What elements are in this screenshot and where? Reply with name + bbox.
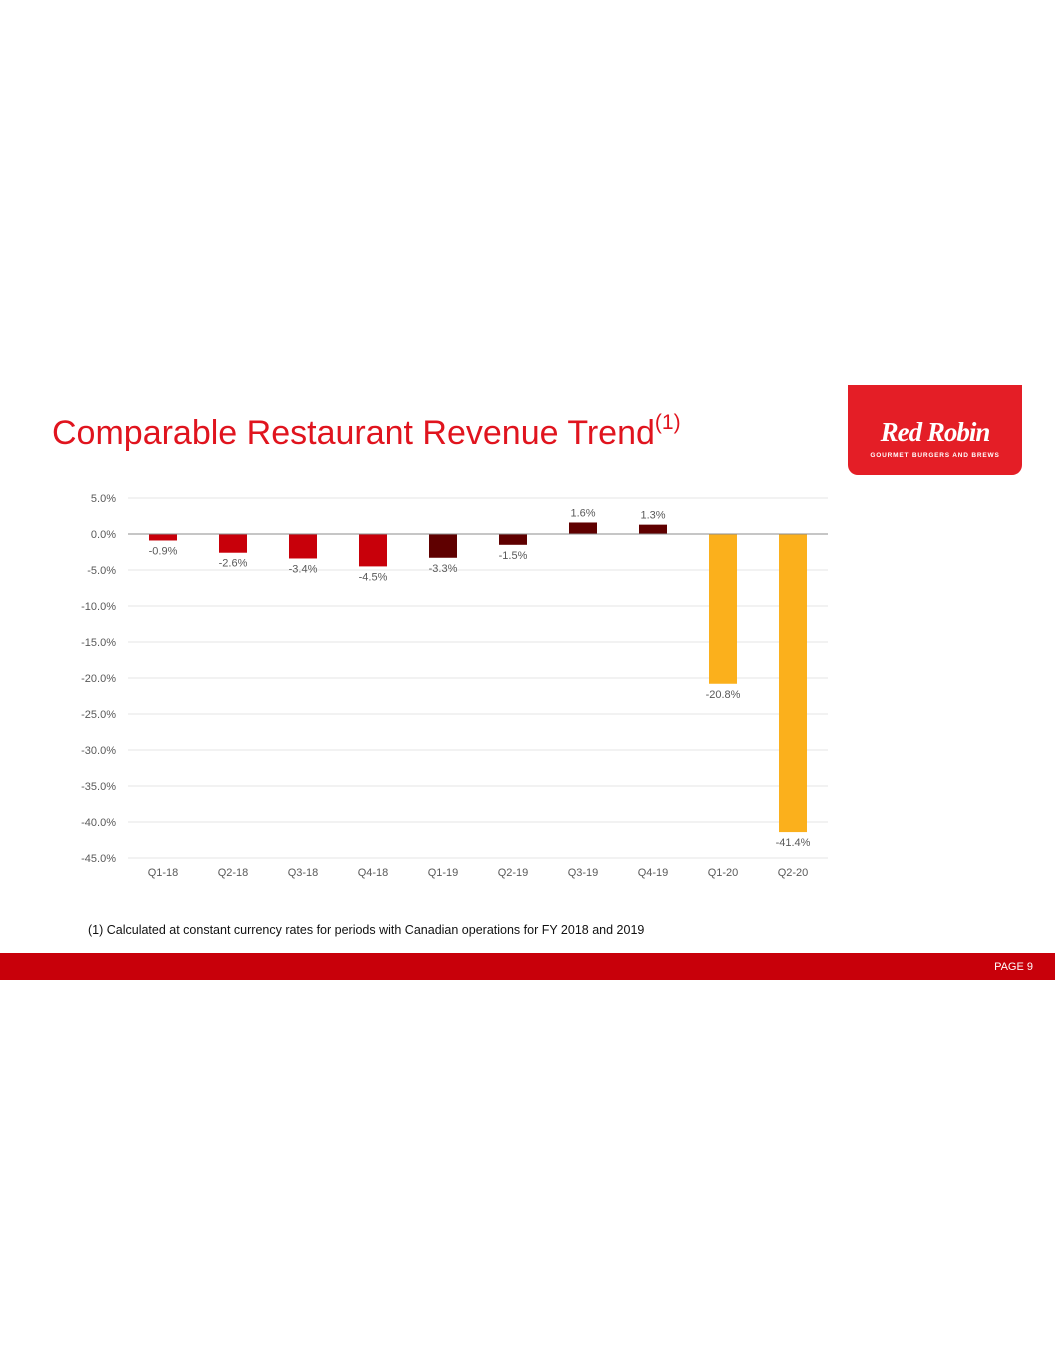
y-tick-label: -5.0% bbox=[87, 565, 116, 577]
red-robin-logo: Red Robin GOURMET BURGERS AND BREWS bbox=[848, 385, 1022, 475]
bar-q2-19 bbox=[499, 534, 527, 545]
comparable-revenue-bar-chart: 5.0% 0.0% -5.0% -10.0% -15.0% -20.0% -25.0% -30… bbox=[81, 493, 828, 879]
x-tick-label: Q1-19 bbox=[428, 867, 459, 879]
x-tick-label: Q3-19 bbox=[568, 867, 599, 879]
x-tick-label: Q4-18 bbox=[358, 867, 389, 879]
bar-q2-18 bbox=[219, 534, 247, 553]
x-tick-label: Q2-19 bbox=[498, 867, 529, 879]
y-tick-label: -30.0% bbox=[81, 745, 116, 757]
x-tick-label: Q3-18 bbox=[288, 867, 319, 879]
page-number: PAGE 9 bbox=[994, 961, 1033, 973]
data-label: 1.6% bbox=[570, 507, 595, 519]
data-label: -3.3% bbox=[429, 563, 458, 575]
bar-q4-19 bbox=[639, 524, 667, 534]
title-text: Comparable Restaurant Revenue Trend bbox=[52, 414, 655, 452]
x-tick-label: Q4-19 bbox=[638, 867, 669, 879]
x-tick-label: Q1-18 bbox=[148, 867, 179, 879]
bar-q1-20 bbox=[709, 534, 737, 684]
data-label: -2.6% bbox=[219, 558, 248, 570]
x-tick-label: Q1-20 bbox=[708, 867, 739, 879]
data-label: -4.5% bbox=[359, 571, 388, 583]
data-label: -1.5% bbox=[499, 550, 528, 562]
y-tick-label: -25.0% bbox=[81, 709, 116, 721]
y-tick-label: -10.0% bbox=[81, 601, 116, 613]
y-tick-label: -15.0% bbox=[81, 637, 116, 649]
y-tick-label: -35.0% bbox=[81, 781, 116, 793]
logo-wordmark: Red Robin bbox=[880, 417, 991, 447]
x-tick-label: Q2-20 bbox=[778, 867, 809, 879]
y-tick-label: -20.0% bbox=[81, 673, 116, 685]
bar-q2-20 bbox=[779, 534, 807, 833]
slide-title: Comparable Restaurant Revenue Trend(1) bbox=[52, 411, 681, 453]
y-tick-label: -45.0% bbox=[81, 853, 116, 865]
bar-q1-18 bbox=[149, 534, 177, 541]
y-tick-label: 0.0% bbox=[91, 529, 116, 541]
data-label: -41.4% bbox=[776, 837, 811, 849]
bar-q1-19 bbox=[429, 534, 457, 558]
data-label: -3.4% bbox=[289, 563, 318, 575]
data-label: -20.8% bbox=[706, 689, 741, 701]
x-tick-label: Q2-18 bbox=[218, 867, 249, 879]
y-tick-label: 5.0% bbox=[91, 493, 116, 505]
logo-tagline: GOURMET BURGERS AND BREWS bbox=[870, 452, 1000, 459]
y-tick-label: -40.0% bbox=[81, 817, 116, 829]
footer-bar: PAGE 9 bbox=[0, 953, 1055, 980]
data-label: 1.3% bbox=[640, 510, 665, 522]
bar-q3-19 bbox=[569, 522, 597, 534]
bar-q4-18 bbox=[359, 534, 387, 567]
data-label: -0.9% bbox=[149, 545, 178, 557]
footnote: (1) Calculated at constant currency rate… bbox=[88, 923, 645, 937]
bar-q3-18 bbox=[289, 534, 317, 559]
title-footnote-marker: (1) bbox=[654, 411, 681, 434]
